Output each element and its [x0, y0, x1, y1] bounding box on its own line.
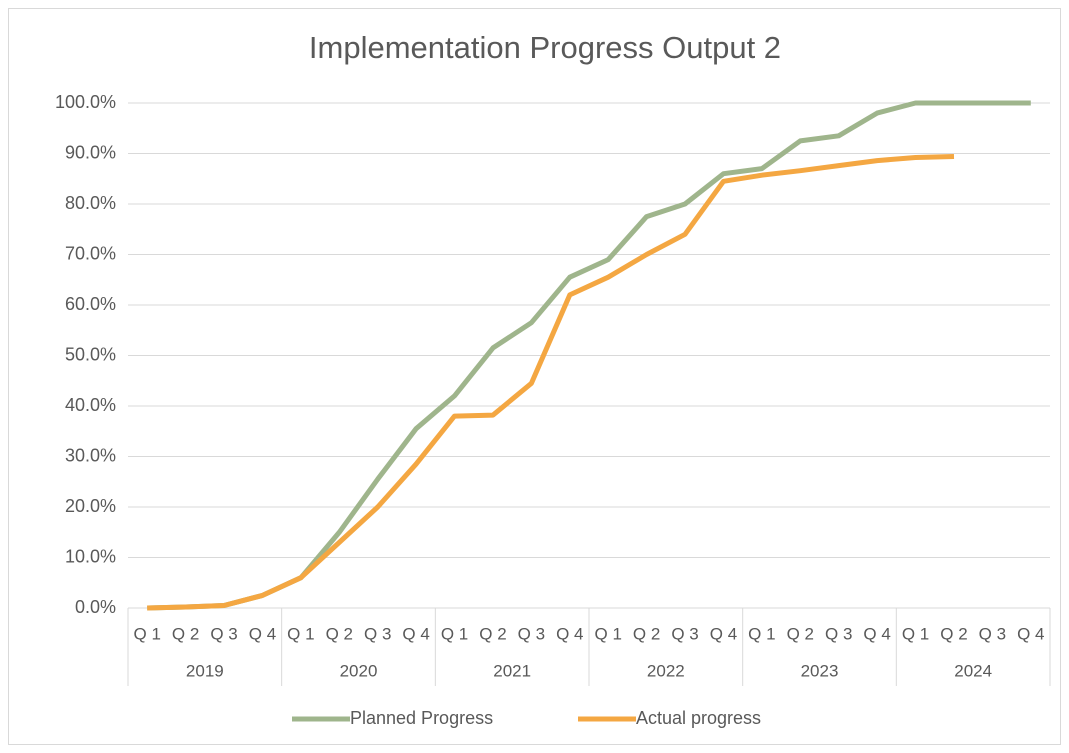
- x-tick-label: Q 2: [326, 624, 353, 643]
- y-tick-label: 80.0%: [65, 193, 116, 213]
- x-group-label: 2019: [186, 661, 224, 680]
- y-tick-label: 100.0%: [55, 92, 116, 112]
- line-series: [147, 154, 955, 611]
- x-group-label: 2023: [801, 661, 839, 680]
- x-tick-label: Q 1: [441, 624, 468, 643]
- y-tick-label: 30.0%: [65, 445, 116, 465]
- x-group-label: 2021: [493, 661, 531, 680]
- y-tick-label: 0.0%: [75, 597, 116, 617]
- x-group-label: 2024: [954, 661, 992, 680]
- legend-label: Planned Progress: [350, 708, 493, 728]
- x-tick-label: Q 3: [671, 624, 698, 643]
- x-tick-label: Q 2: [172, 624, 199, 643]
- x-tick-label: Q 4: [249, 624, 276, 643]
- y-tick-label: 70.0%: [65, 243, 116, 263]
- x-tick-label: Q 1: [595, 624, 622, 643]
- x-tick-label: Q 2: [479, 624, 506, 643]
- chart-title: Implementation Progress Output 2: [309, 30, 781, 65]
- x-tick-label: Q 2: [787, 624, 814, 643]
- x-tick-label: Q 1: [902, 624, 929, 643]
- x-tick-label: Q 4: [710, 624, 737, 643]
- x-tick-label: Q 3: [979, 624, 1006, 643]
- x-tick-label: Q 1: [134, 624, 161, 643]
- x-tick-label: Q 3: [364, 624, 391, 643]
- x-group-label: 2022: [647, 661, 685, 680]
- x-tick-label: Q 4: [556, 624, 583, 643]
- x-tick-label: Q 3: [825, 624, 852, 643]
- x-tick-label: Q 1: [287, 624, 314, 643]
- x-tick-label: Q 3: [518, 624, 545, 643]
- legend-label: Actual progress: [636, 708, 761, 728]
- y-tick-label: 50.0%: [65, 344, 116, 364]
- x-tick-label: Q 1: [748, 624, 775, 643]
- x-tick-label: Q 2: [940, 624, 967, 643]
- x-tick-label: Q 4: [863, 624, 890, 643]
- x-tick-label: Q 4: [1017, 624, 1044, 643]
- y-tick-label: 40.0%: [65, 395, 116, 415]
- y-tick-label: 20.0%: [65, 496, 116, 516]
- y-tick-label: 10.0%: [65, 546, 116, 566]
- x-tick-label: Q 4: [402, 624, 429, 643]
- x-tick-label: Q 2: [633, 624, 660, 643]
- x-tick-label: Q 3: [210, 624, 237, 643]
- y-tick-label: 90.0%: [65, 142, 116, 162]
- y-tick-label: 60.0%: [65, 294, 116, 314]
- x-group-label: 2020: [340, 661, 378, 680]
